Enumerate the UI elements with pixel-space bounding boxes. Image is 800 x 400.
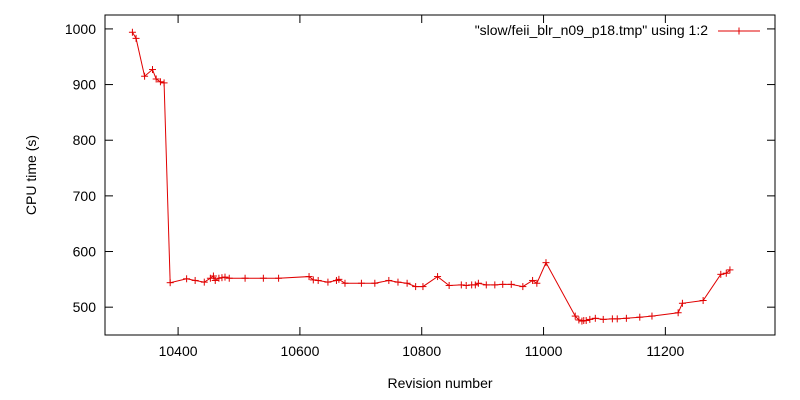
y-tick-label: 1000 — [65, 21, 96, 37]
x-tick-label: 10400 — [159, 343, 198, 359]
data-point — [419, 283, 427, 291]
data-point — [128, 28, 136, 36]
data-point — [259, 274, 267, 282]
data-point — [166, 279, 174, 287]
legend-marker-plus — [735, 27, 743, 35]
data-point — [674, 309, 682, 317]
data-point — [591, 314, 599, 322]
y-tick-label: 600 — [73, 244, 97, 260]
data-point — [575, 316, 583, 324]
data-point — [305, 273, 313, 281]
data-point — [726, 266, 734, 274]
data-point — [314, 276, 322, 284]
x-tick-label: 10800 — [402, 343, 441, 359]
data-point — [434, 273, 442, 281]
data-point — [132, 34, 140, 42]
y-axis-title: CPU time (s) — [23, 135, 39, 215]
legend-marker — [735, 27, 743, 35]
data-point — [529, 276, 537, 284]
x-tick-label: 10600 — [280, 343, 319, 359]
data-point — [403, 279, 411, 287]
data-point — [221, 273, 229, 281]
x-axis-title: Revision number — [387, 375, 492, 391]
data-point — [519, 283, 527, 291]
data-point — [357, 279, 365, 287]
data-point — [599, 315, 607, 323]
data-point — [582, 317, 590, 325]
data-point — [160, 79, 168, 87]
data-point — [571, 312, 579, 320]
data-point — [141, 72, 149, 80]
x-tick-label: 11200 — [646, 343, 684, 359]
data-point — [341, 279, 349, 287]
data-point — [324, 278, 332, 286]
data-point — [371, 279, 379, 287]
y-tick-label: 800 — [73, 132, 97, 148]
data-point — [385, 276, 393, 284]
data-point — [457, 281, 465, 289]
x-axis: 10400 10600 10800 11000 11200 — [159, 15, 685, 359]
data-point — [412, 283, 420, 291]
data-point — [211, 276, 219, 284]
data-point — [275, 274, 283, 282]
legend: "slow/feii_blr_n09_p18.tmp" using 1:2 — [475, 22, 760, 38]
data-point — [636, 313, 644, 321]
data-point — [309, 276, 317, 284]
data-point — [394, 278, 402, 286]
y-tick-label: 500 — [73, 299, 97, 315]
data-point — [648, 312, 656, 320]
data-point — [533, 279, 541, 287]
data-point — [586, 315, 594, 323]
data-point — [722, 269, 730, 277]
data-point — [241, 274, 249, 282]
data-point — [474, 279, 482, 287]
data-point — [445, 281, 453, 289]
y-axis: 500 600 700 800 900 1000 — [65, 21, 775, 315]
data-point — [462, 281, 470, 289]
data-point — [183, 275, 191, 283]
legend-label: "slow/feii_blr_n09_p18.tmp" using 1:2 — [475, 22, 709, 38]
data-point — [717, 270, 725, 278]
data-point — [191, 276, 199, 284]
data-point — [699, 296, 707, 304]
data-point — [225, 274, 233, 282]
data-point — [482, 281, 490, 289]
y-tick-label: 900 — [73, 77, 97, 93]
data-point — [152, 75, 160, 83]
data-point — [578, 317, 586, 325]
data-point — [471, 281, 479, 289]
data-point — [542, 259, 550, 267]
data-point — [491, 281, 499, 289]
series-layer — [128, 28, 734, 325]
data-point — [215, 274, 223, 282]
data-point — [156, 78, 164, 86]
data-point — [507, 280, 515, 288]
data-point — [622, 314, 630, 322]
y-tick-label: 700 — [73, 188, 97, 204]
data-point — [218, 274, 226, 282]
data-point — [499, 280, 507, 288]
data-point — [335, 275, 343, 283]
data-point — [678, 299, 686, 307]
plot-frame — [104, 14, 776, 336]
data-point — [613, 315, 621, 323]
data-point — [200, 278, 208, 286]
x-tick-label: 11000 — [525, 343, 563, 359]
data-point — [149, 66, 157, 74]
data-point — [209, 272, 217, 280]
